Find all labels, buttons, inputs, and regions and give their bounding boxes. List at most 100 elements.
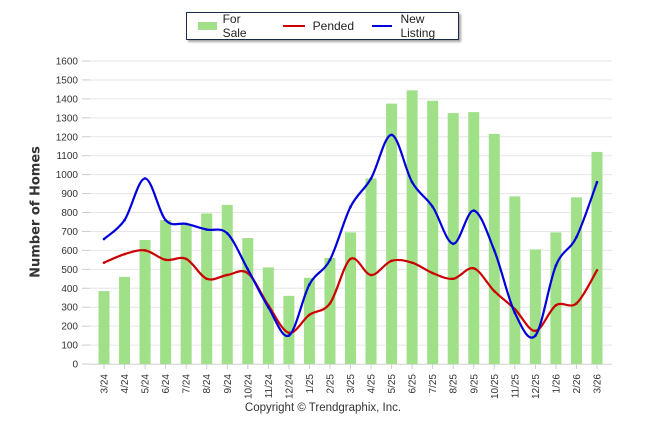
point-pended (575, 302, 578, 305)
bar-for-sale (591, 151, 603, 364)
point-new-listing (349, 205, 352, 209)
x-tick-label: 2/25 (325, 374, 336, 394)
bar-for-sale (303, 277, 315, 364)
copyright-text: Copyright © Trendgraphix, Inc. (244, 402, 402, 414)
bar-for-sale (345, 232, 356, 364)
point-new-listing (102, 237, 106, 241)
point-new-listing (123, 218, 126, 222)
y-tick-label: 200 (61, 322, 78, 333)
point-pended (102, 261, 106, 264)
bar-for-sale (160, 220, 172, 364)
y-tick-label: 1600 (56, 57, 79, 68)
point-pended (534, 329, 537, 333)
bar-for-sale (386, 103, 398, 364)
x-tick-label: 7/25 (428, 374, 439, 394)
point-new-listing (513, 311, 517, 315)
x-tick-label: 10/25 (490, 374, 501, 399)
bar-for-sale (262, 267, 274, 364)
point-pended (390, 259, 393, 263)
x-tick-label: 6/25 (408, 374, 419, 394)
x-tick-label: 4/24 (120, 374, 131, 394)
y-tick-label: 100 (61, 341, 78, 352)
y-tick-label: 1400 (56, 94, 79, 105)
bar-for-sale (139, 239, 151, 364)
bar-for-sale (242, 238, 254, 364)
point-pended (308, 313, 311, 317)
point-new-listing (308, 283, 311, 286)
point-new-listing (451, 242, 455, 246)
point-pended (431, 271, 434, 275)
y-axis-ticks: 0 100 200 300 400 500 600 700 800 900 1000 1100 1200… (56, 57, 90, 371)
legend-label-for-sale: For Sale (222, 12, 247, 40)
x-axis-ticks: 3/24 4/24 5/24 6/24 7/24 8/24 9/24 10/24 11/24 12… (90, 364, 612, 399)
point-new-listing (390, 133, 393, 137)
bar-for-sale (529, 249, 541, 364)
point-new-listing (534, 334, 537, 337)
x-tick-label: 8/24 (202, 374, 213, 394)
legend-swatch-for-sale (198, 22, 217, 30)
point-pended (123, 252, 126, 256)
y-tick-label: 1200 (56, 132, 79, 143)
point-pended (472, 267, 476, 270)
x-tick-label: 9/25 (469, 374, 480, 394)
point-new-listing (410, 180, 414, 184)
legend-label-new-listing: New Listing (400, 12, 436, 40)
bar-for-sale (447, 113, 459, 364)
bar-for-sale (406, 90, 418, 365)
bar-for-sale (180, 223, 192, 364)
y-tick-label: 500 (61, 265, 78, 276)
bar-for-sale (468, 112, 480, 364)
point-new-listing (492, 249, 496, 252)
x-tick-label: 11/25 (510, 374, 521, 399)
y-tick-label: 700 (61, 227, 78, 238)
point-pended (554, 303, 558, 307)
point-new-listing (575, 235, 578, 239)
legend-item-new-listing: New Listing (372, 12, 458, 40)
point-pended (328, 302, 332, 305)
bar-for-sale (221, 204, 233, 364)
point-pended (595, 268, 599, 272)
series-lines (102, 133, 599, 339)
legend-item-pended: Pended (282, 19, 355, 33)
bar-for-sale (550, 232, 562, 364)
point-pended (369, 273, 373, 277)
chart-legend: For Sale Pended New Listing (186, 12, 459, 40)
point-new-listing (287, 334, 291, 337)
x-tick-label: 8/25 (449, 374, 460, 394)
point-pended (205, 277, 209, 281)
point-pended (349, 257, 352, 261)
point-new-listing (184, 222, 188, 226)
point-new-listing (369, 177, 373, 180)
x-tick-label: 10/24 (243, 374, 254, 399)
x-tick-label: 3/25 (346, 374, 357, 394)
point-new-listing (246, 268, 250, 271)
point-new-listing (267, 305, 270, 309)
x-tick-label: 12/25 (531, 374, 542, 399)
point-pended (451, 277, 455, 281)
point-pended (164, 258, 167, 262)
y-tick-label: 800 (61, 208, 78, 219)
x-tick-label: 1/25 (305, 374, 316, 394)
legend-item-for-sale: For Sale (198, 12, 265, 40)
y-tick-label: 1100 (56, 151, 78, 162)
y-tick-label: 900 (61, 189, 78, 200)
point-pended (143, 249, 147, 252)
x-tick-label: 12/24 (284, 374, 295, 399)
legend-label-pended: Pended (312, 19, 355, 33)
x-tick-label: 4/25 (367, 374, 378, 394)
x-tick-label: 3/24 (100, 374, 111, 394)
y-tick-label: 400 (61, 284, 78, 295)
bar-for-sale (119, 276, 131, 364)
point-new-listing (328, 258, 332, 262)
y-tick-label: 600 (61, 246, 78, 257)
x-tick-label: 2/26 (572, 374, 583, 394)
bar-for-sale (365, 178, 377, 364)
y-tick-label: 1300 (56, 113, 79, 124)
point-new-listing (595, 180, 599, 184)
bars-for-sale (98, 90, 603, 365)
x-tick-label: 5/24 (141, 374, 152, 394)
bar-for-sale (283, 295, 295, 364)
x-tick-label: 9/24 (223, 374, 234, 394)
x-tick-label: 3/26 (593, 374, 604, 394)
